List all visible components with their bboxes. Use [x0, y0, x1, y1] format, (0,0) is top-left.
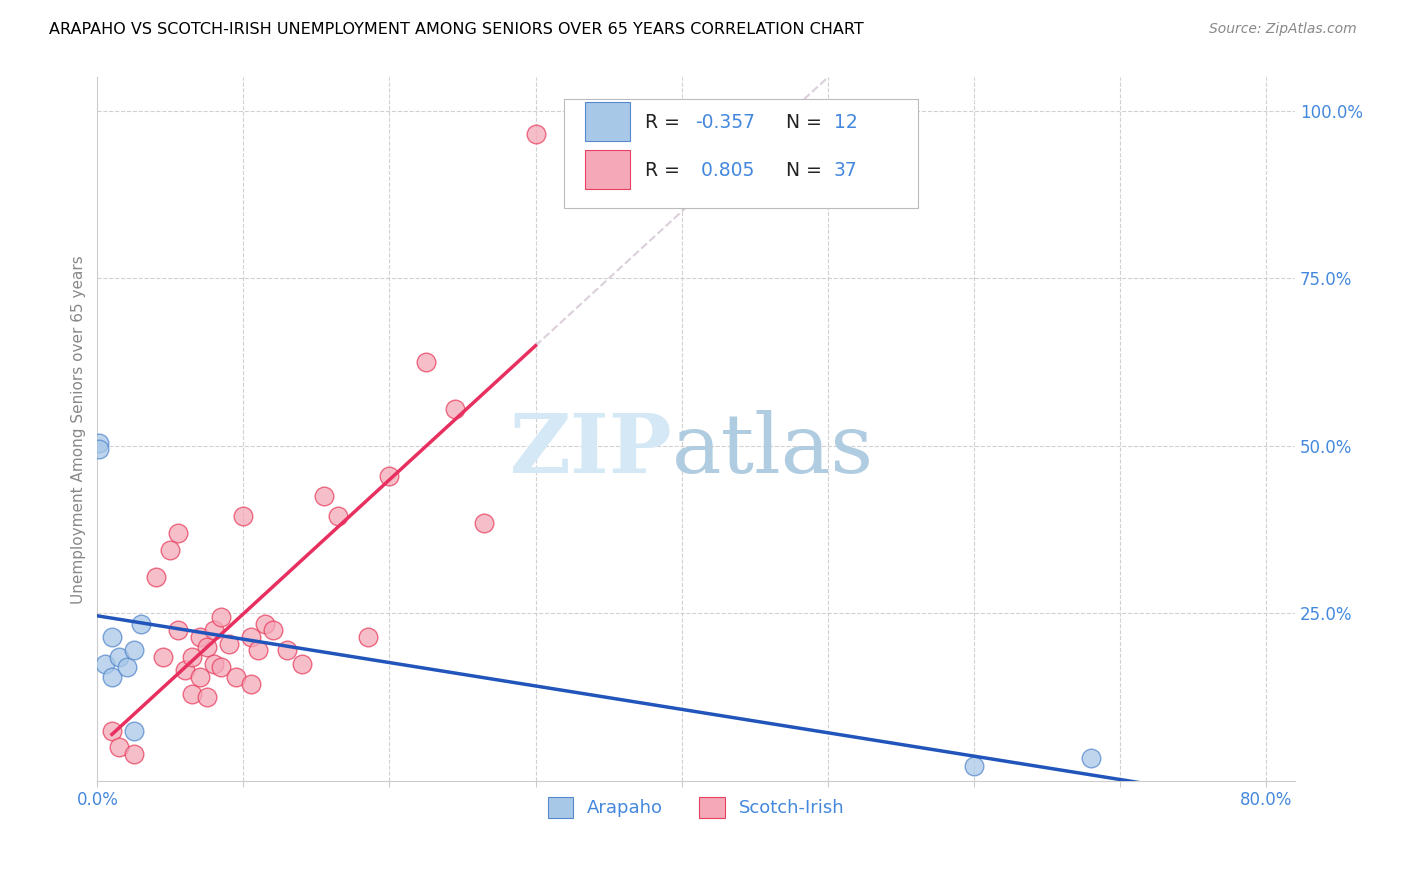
Point: [356, 630, 378, 644]
Point: [181, 687, 204, 701]
Point: [239, 630, 262, 644]
Point: [108, 650, 131, 665]
FancyBboxPatch shape: [564, 98, 918, 208]
Point: [211, 660, 233, 674]
Y-axis label: Unemployment Among Seniors over 65 years: Unemployment Among Seniors over 65 years: [72, 255, 86, 604]
Text: N =: N =: [786, 161, 828, 179]
Point: [262, 624, 284, 638]
Point: [122, 643, 145, 657]
Point: [145, 569, 167, 583]
Point: [166, 526, 188, 541]
Point: [225, 670, 247, 684]
Point: [188, 670, 211, 684]
Point: [218, 637, 240, 651]
Text: Source: ZipAtlas.com: Source: ZipAtlas.com: [1209, 22, 1357, 37]
Point: [195, 690, 218, 705]
Point: [232, 509, 254, 524]
Point: [152, 650, 174, 665]
Legend: Arapaho, Scotch-Irish: Arapaho, Scotch-Irish: [540, 789, 852, 825]
Text: ZIP: ZIP: [509, 410, 672, 491]
Text: 0.805: 0.805: [695, 161, 755, 179]
Point: [202, 624, 225, 638]
Point: [239, 677, 262, 691]
Text: R =: R =: [645, 161, 686, 179]
Point: [247, 643, 270, 657]
Point: [101, 630, 124, 644]
Point: [474, 516, 496, 530]
Text: R =: R =: [645, 112, 686, 132]
Point: [254, 616, 277, 631]
Point: [211, 610, 233, 624]
Point: [415, 355, 437, 369]
Text: ARAPAHO VS SCOTCH-IRISH UNEMPLOYMENT AMONG SENIORS OVER 65 YEARS CORRELATION CHA: ARAPAHO VS SCOTCH-IRISH UNEMPLOYMENT AMO…: [49, 22, 863, 37]
Point: [174, 664, 197, 678]
Point: [524, 128, 547, 142]
Point: [963, 759, 986, 773]
Point: [87, 442, 110, 457]
Text: 37: 37: [834, 161, 858, 179]
Point: [101, 723, 124, 738]
Point: [276, 643, 298, 657]
Point: [328, 509, 350, 524]
Text: atlas: atlas: [672, 410, 875, 491]
Point: [378, 469, 401, 483]
Text: N =: N =: [786, 112, 828, 132]
Point: [1080, 750, 1102, 764]
FancyBboxPatch shape: [585, 103, 630, 141]
Point: [202, 657, 225, 671]
Point: [188, 630, 211, 644]
Point: [159, 542, 181, 557]
Point: [444, 402, 467, 417]
FancyBboxPatch shape: [585, 151, 630, 189]
Point: [195, 640, 218, 654]
Point: [291, 657, 314, 671]
Text: -0.357: -0.357: [695, 112, 755, 132]
Point: [181, 650, 204, 665]
Point: [312, 489, 335, 503]
Point: [166, 624, 188, 638]
Point: [93, 657, 115, 671]
Point: [108, 740, 131, 755]
Text: 12: 12: [834, 112, 858, 132]
Point: [115, 660, 138, 674]
Point: [129, 616, 152, 631]
Point: [87, 435, 110, 450]
Point: [101, 670, 124, 684]
Point: [122, 747, 145, 762]
Point: [122, 723, 145, 738]
